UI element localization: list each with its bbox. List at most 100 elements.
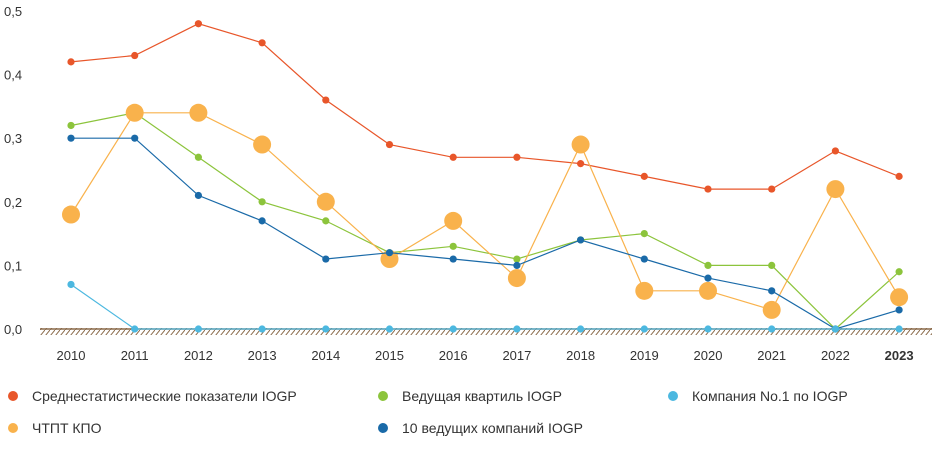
x-axis-ticks: 2010 2011 2012 2013 2014 2015 2016 2017 2018 2019…: [57, 348, 914, 363]
legend-label: ЧТПТ КПО: [32, 420, 102, 436]
data-point: [380, 250, 399, 269]
data-point: [640, 255, 648, 263]
data-point: [890, 288, 909, 307]
data-point: [322, 217, 330, 225]
data-point: [895, 268, 903, 276]
legend-marker-icon: [378, 423, 388, 433]
y-axis-ticks: 0,0 0,1 0,2 0,3 0,4 0,5: [4, 4, 22, 337]
series-0: [67, 20, 903, 193]
data-point: [131, 51, 139, 60]
data-point: [577, 236, 585, 244]
data-point: [513, 255, 521, 263]
data-point: [571, 135, 590, 154]
data-point: [444, 211, 463, 230]
data-point: [762, 300, 781, 319]
data-point: [131, 325, 139, 333]
legend-label: 10 ведущих компаний IOGP: [402, 420, 583, 436]
data-point: [895, 172, 903, 180]
data-point: [449, 325, 457, 333]
data-point: [768, 185, 776, 193]
legend-label: Компания No.1 по IOGP: [692, 388, 848, 404]
data-point: [67, 58, 75, 66]
legend-marker-icon: [668, 391, 678, 401]
x-tick-label: 2022: [821, 348, 850, 363]
series-4: [67, 134, 903, 333]
data-point: [194, 325, 202, 333]
data-point: [699, 281, 717, 300]
y-tick-label: 0,4: [4, 68, 22, 83]
x-tick-label: 2012: [184, 348, 213, 363]
data-point: [189, 103, 208, 122]
data-point: [640, 325, 648, 333]
x-tick-label: 2016: [439, 348, 468, 363]
data-point: [831, 325, 840, 333]
data-point: [768, 261, 776, 269]
x-tick-label: 2023: [885, 348, 914, 363]
y-tick-label: 0,3: [4, 131, 22, 146]
data-point: [385, 325, 394, 333]
data-point: [322, 325, 330, 333]
series-line: [70, 23, 900, 190]
data-point: [385, 140, 394, 149]
data-point: [449, 242, 457, 250]
data-point: [513, 261, 521, 269]
x-tick-label: 2019: [630, 348, 659, 363]
data-point: [640, 172, 648, 180]
data-point: [67, 134, 75, 142]
data-point: [67, 280, 75, 289]
data-point: [513, 325, 521, 333]
data-point: [449, 255, 457, 263]
legend: Среднестатистические показатели IOGP Вед…: [0, 380, 947, 450]
data-point: [258, 325, 266, 333]
series-2: [67, 280, 903, 333]
data-point: [131, 134, 139, 142]
y-tick-label: 0,1: [4, 258, 22, 273]
data-point: [253, 135, 272, 154]
data-point: [895, 306, 903, 314]
x-tick-label: 2021: [757, 348, 786, 363]
legend-label: Среднестатистические показатели IOGP: [32, 388, 297, 404]
data-point: [831, 147, 840, 155]
x-tick-label: 2011: [121, 348, 149, 363]
data-point: [704, 261, 712, 269]
x-tick-label: 2018: [566, 348, 595, 363]
data-point: [704, 274, 712, 282]
data-point: [768, 287, 776, 295]
legend-label: Ведущая квартиль IOGP: [402, 388, 563, 404]
data-point: [322, 255, 330, 263]
data-point: [316, 192, 335, 211]
x-tick-label: 2015: [375, 348, 404, 363]
series-line: [70, 112, 900, 311]
legend-item-iogp-top10: 10 ведущих компаний IOGP: [378, 420, 583, 436]
x-tick-label: 2013: [248, 348, 277, 363]
legend-marker-icon: [8, 391, 18, 401]
legend-item-iogp-no1-company: Компания No.1 по IOGP: [668, 388, 848, 404]
y-tick-label: 0,2: [4, 195, 22, 210]
series-group: [62, 20, 909, 333]
data-point: [826, 180, 845, 199]
series-line: [70, 284, 900, 330]
series-line: [70, 112, 900, 330]
data-point: [449, 153, 457, 161]
legend-item-iogp-average: Среднестатистические показатели IOGP: [8, 388, 297, 404]
data-point: [125, 103, 144, 122]
x-tick-label: 2017: [502, 348, 531, 363]
series-line: [71, 137, 900, 330]
y-tick-label: 0,0: [4, 322, 22, 337]
data-point: [704, 185, 712, 193]
legend-item-iogp-top-quartile: Ведущая квартиль IOGP: [378, 388, 562, 404]
baseline-hatch: [40, 328, 932, 335]
data-point: [194, 191, 202, 200]
y-tick-label: 0,5: [4, 4, 22, 19]
data-point: [194, 153, 202, 161]
series-3: [62, 103, 909, 319]
data-point: [513, 153, 521, 161]
x-tick-label: 2010: [57, 348, 86, 363]
x-tick-label: 2014: [311, 348, 340, 363]
data-point: [635, 281, 654, 300]
data-point: [704, 325, 712, 333]
data-point: [577, 325, 585, 333]
legend-marker-icon: [8, 423, 18, 433]
data-point: [577, 160, 585, 168]
